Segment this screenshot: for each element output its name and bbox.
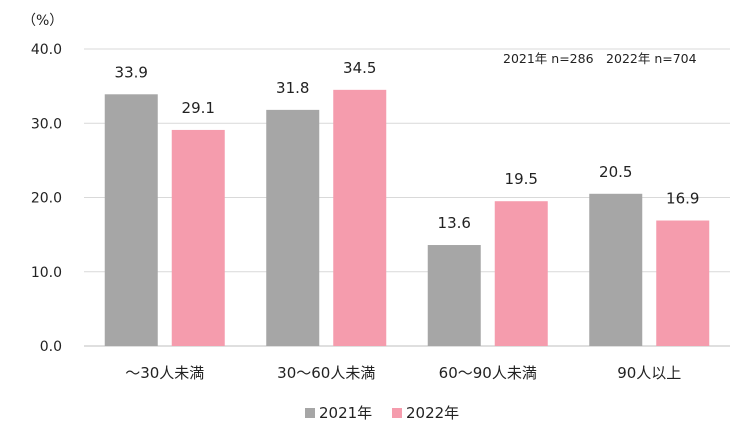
bar-1-1 xyxy=(104,94,158,346)
bar-1-3 xyxy=(427,245,481,346)
x-category-label: 90人以上 xyxy=(617,364,681,382)
legend-swatch xyxy=(392,408,402,418)
data-label: 13.6 xyxy=(438,214,471,232)
data-labels: 33.9 29.1 31.8 34.5 13.6 19.5 20.5 16.9 xyxy=(115,59,700,232)
sample-size-annotation: 2021年 n=286 2022年 n=704 xyxy=(503,51,697,66)
legend-label: 2021年 xyxy=(319,404,372,422)
bar-2-3 xyxy=(494,201,548,346)
y-tick-label: 20.0 xyxy=(31,191,62,207)
bar-1-2 xyxy=(266,109,320,346)
data-label: 31.8 xyxy=(276,79,309,97)
x-axis-categories: ～30人未満 30～60人未満 60～90人未満 90人以上 xyxy=(125,364,681,382)
y-tick-label: 0.0 xyxy=(40,339,62,355)
data-label: 20.5 xyxy=(599,163,632,181)
bar-1-4 xyxy=(589,193,643,346)
x-category-label: ～30人未満 xyxy=(125,364,204,382)
y-tick-label: 30.0 xyxy=(31,116,62,132)
legend-swatch xyxy=(305,408,315,418)
x-category-label: 30～60人未満 xyxy=(277,364,375,382)
data-label: 19.5 xyxy=(505,170,538,188)
bars xyxy=(104,89,710,347)
y-axis-ticks: 0.0 10.0 20.0 30.0 40.0 xyxy=(31,42,62,355)
data-label: 34.5 xyxy=(343,59,376,77)
data-label: 33.9 xyxy=(115,63,148,81)
data-label: 16.9 xyxy=(666,190,699,208)
legend-label: 2022年 xyxy=(406,404,459,422)
y-tick-label: 40.0 xyxy=(31,42,62,58)
legend: 2021年 2022年 xyxy=(305,404,459,422)
y-tick-label: 10.0 xyxy=(31,265,62,281)
bar-2-4 xyxy=(656,220,710,346)
x-category-label: 60～90人未満 xyxy=(439,364,537,382)
bar-2-1 xyxy=(171,129,225,346)
data-label: 29.1 xyxy=(182,99,215,117)
y-unit-label: （%） xyxy=(22,13,63,29)
bar-2-2 xyxy=(333,89,387,347)
